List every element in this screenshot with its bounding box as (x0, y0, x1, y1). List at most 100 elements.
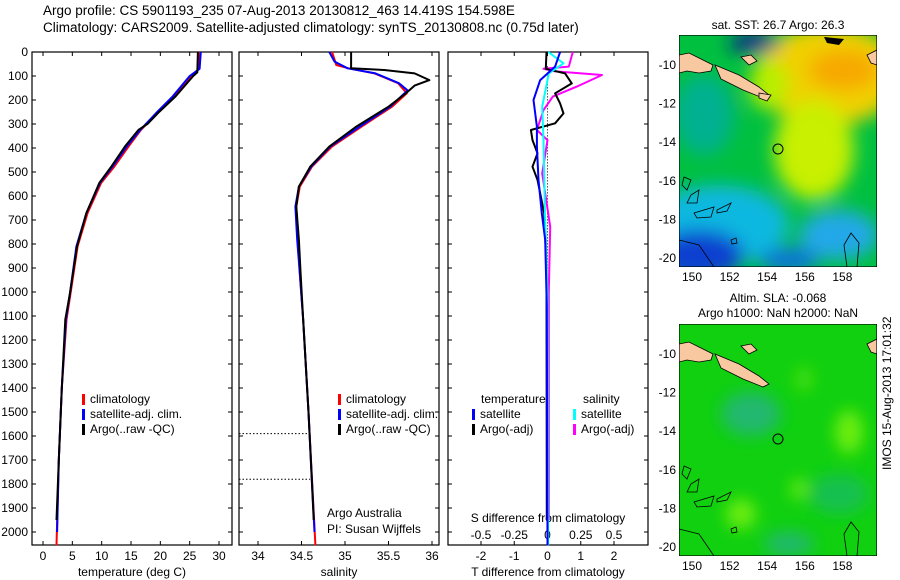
legend-swatch (338, 424, 341, 435)
salinity-axis-label: salinity (321, 565, 358, 579)
salinity-line-climatology (295, 51, 408, 546)
sst-lat-label: -12 (659, 97, 677, 111)
sla-lat-label: -20 (659, 540, 677, 554)
x-tick-label: -2 (476, 549, 487, 563)
legend-label: Argo(-adj) (480, 422, 533, 436)
land-masses (679, 338, 877, 556)
legend-label: satellite-adj. clim. (90, 407, 182, 421)
sla-lat-label: -12 (659, 386, 677, 400)
depth-tick-label: 1400 (1, 381, 28, 395)
credit-pi: PI: Susan Wijffels (327, 522, 421, 536)
depth-tick-label: 1700 (1, 453, 28, 467)
temperature-line-climatology (55, 51, 201, 546)
legend-heading-temperature: temperature (481, 392, 546, 406)
sst-lon-label: 154 (757, 270, 777, 284)
x-tick-label: 34.5 (290, 549, 314, 563)
sla-lat-label: -16 (659, 463, 677, 477)
depth-tick-label: 400 (8, 141, 28, 155)
depth-tick-label: 2000 (1, 525, 28, 539)
t-difference-axis-label: T difference from climatology (471, 565, 625, 579)
legend-label: Argo(..raw -QC) (90, 422, 175, 436)
legend-label: satellite (480, 407, 521, 421)
timestamp: IMOS 15-Aug-2013 17:01:32 (880, 316, 894, 470)
x-tick-label: 30 (212, 549, 226, 563)
x-tick-label: 0 (544, 549, 551, 563)
legend-label: Argo(..raw -QC) (346, 422, 431, 436)
s-tick-label: 0.25 (569, 528, 593, 542)
legend-label: satellite-adj. clim. (346, 407, 438, 421)
depth-tick-label: 1900 (1, 501, 28, 515)
depth-tick-label: 600 (8, 189, 28, 203)
legend-swatch (338, 409, 341, 420)
x-tick-label: 36 (425, 549, 439, 563)
sst-lat-label: -18 (659, 212, 677, 226)
x-tick-label: 5 (69, 549, 76, 563)
sst-lat-label: -14 (659, 135, 677, 149)
depth-tick-label: 900 (8, 261, 28, 275)
sst-lon-label: 156 (795, 270, 815, 284)
plot-frame-1 (31, 51, 233, 546)
depth-tick-label: 1500 (1, 405, 28, 419)
x-tick-label: 35.5 (377, 549, 401, 563)
salinity-line-argo (295, 52, 431, 521)
x-tick-label: 2 (611, 549, 618, 563)
legend-label: satellite (581, 407, 622, 421)
x-tick-label: 10 (95, 549, 109, 563)
argo-height-title: Argo h1000: NaN h2000: NaN (697, 306, 859, 320)
x-tick-label: 25 (183, 549, 197, 563)
sst-lon-label: 150 (682, 270, 702, 284)
depth-tick-label: 500 (8, 165, 28, 179)
difference-line-temperature-satellite (532, 51, 562, 546)
depth-tick-label: 800 (8, 237, 28, 251)
legend-swatch (472, 424, 475, 435)
x-tick-label: -1 (509, 549, 520, 563)
sla-lon-label: 152 (720, 559, 740, 573)
sst-map (679, 35, 877, 267)
sst-map-title: sat. SST: 26.7 Argo: 26.3 (711, 18, 845, 32)
legend-swatch (82, 424, 85, 435)
sla-map (679, 324, 877, 556)
sla-map-title: Altim. SLA: -0.068 (729, 291, 827, 305)
legend-label: climatology (90, 392, 150, 406)
depth-tick-label: 1100 (2, 309, 28, 323)
depth-tick-label: 300 (8, 117, 28, 131)
depth-tick-label: 1200 (1, 333, 28, 347)
sla-lon-label: 150 (682, 559, 702, 573)
s-tick-label: -0.5 (471, 528, 492, 542)
depth-tick-label: 200 (8, 93, 28, 107)
plot-frame-2 (238, 51, 440, 546)
legend-swatch (338, 394, 341, 405)
legend-swatch (573, 424, 576, 435)
salinity-line-satellite (294, 51, 409, 533)
legend-label: Argo(-adj) (581, 422, 634, 436)
legend-swatch (472, 409, 475, 420)
float-position-marker (772, 433, 784, 445)
depth-tick-label: 700 (8, 213, 28, 227)
sst-lat-label: -16 (659, 174, 677, 188)
depth-tick-label: 1300 (1, 357, 28, 371)
x-tick-label: 15 (124, 549, 138, 563)
depth-tick-label: 0 (21, 45, 28, 59)
legend-label: climatology (346, 392, 406, 406)
s-tick-label: -0.25 (501, 528, 529, 542)
temperature-line-argo (55, 51, 199, 521)
x-tick-label: 20 (154, 549, 168, 563)
temperature-axis-label: temperature (deg C) (78, 565, 186, 579)
sla-lat-label: -10 (659, 347, 677, 361)
float-position-marker (772, 143, 784, 155)
x-tick-label: 35 (338, 549, 352, 563)
sst-lat-label: -20 (659, 251, 677, 265)
legend-swatch (82, 394, 85, 405)
climatology-title: Climatology: CARS2009. Satellite-adjuste… (43, 20, 579, 35)
sst-lat-label: -10 (659, 58, 677, 72)
x-tick-label: 1 (577, 549, 584, 563)
temperature-line-satellite (56, 51, 202, 533)
legend-swatch (82, 409, 85, 420)
x-tick-label: 34 (251, 549, 265, 563)
sla-lon-label: 156 (795, 559, 815, 573)
credit-program: Argo Australia (327, 506, 402, 520)
profile-title: Argo profile: CS 5901193_235 07-Aug-2013… (43, 3, 515, 18)
legend-heading-salinity: salinity (583, 392, 620, 406)
sst-lon-label: 158 (832, 270, 852, 284)
